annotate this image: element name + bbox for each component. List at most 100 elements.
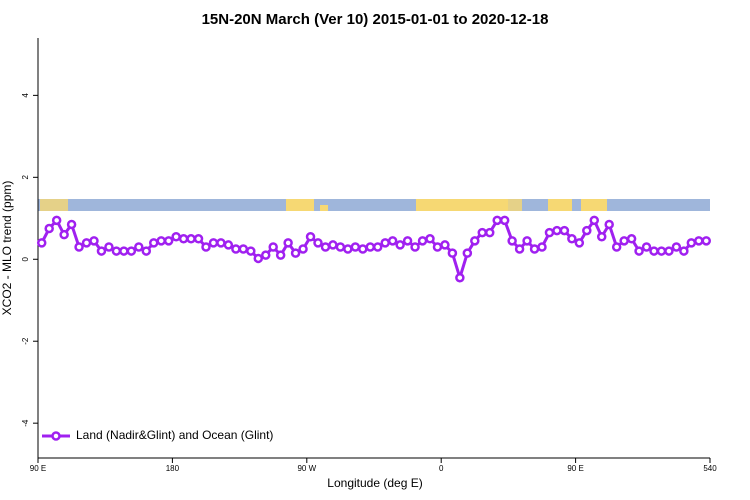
- point: [552, 225, 562, 236]
- point: [358, 244, 368, 254]
- point: [313, 238, 323, 248]
- point: [544, 227, 555, 238]
- point: [350, 242, 361, 252]
- point: [484, 227, 495, 238]
- point: [186, 234, 196, 244]
- point: [148, 238, 159, 248]
- x-tick-label: 0: [439, 464, 444, 473]
- point: [559, 225, 570, 236]
- point: [208, 238, 219, 248]
- point: [51, 215, 62, 226]
- point: [604, 219, 614, 230]
- point: [163, 236, 174, 246]
- y-tick-label: 0: [21, 256, 30, 261]
- point: [74, 242, 84, 252]
- point: [410, 242, 420, 252]
- point: [619, 236, 629, 246]
- point: [111, 246, 122, 256]
- point: [567, 234, 577, 244]
- point: [679, 246, 689, 256]
- point: [96, 246, 107, 256]
- point: [335, 242, 346, 252]
- y-axis-label: XCO2 - MLO trend (ppm): [0, 181, 14, 316]
- point: [44, 223, 54, 234]
- y-tick-label: 2: [21, 175, 30, 180]
- point: [126, 246, 137, 256]
- x-tick-label: 180: [166, 464, 180, 473]
- point: [649, 246, 659, 256]
- point: [522, 236, 532, 246]
- point: [455, 272, 465, 283]
- point: [372, 242, 383, 252]
- point: [529, 244, 540, 254]
- point: [447, 248, 458, 258]
- point: [686, 238, 697, 248]
- point: [231, 244, 241, 254]
- point: [432, 242, 443, 252]
- point: [59, 229, 69, 240]
- point: [664, 246, 674, 256]
- point: [611, 242, 622, 252]
- point: [641, 242, 652, 252]
- x-tick-label: 90 E: [30, 464, 46, 473]
- point: [694, 236, 704, 246]
- point: [238, 244, 249, 254]
- point: [537, 242, 547, 252]
- point: [36, 238, 47, 248]
- point: [275, 250, 286, 260]
- point: [507, 236, 517, 246]
- point: [104, 242, 114, 252]
- point: [470, 236, 480, 246]
- point: [141, 246, 152, 256]
- point: [298, 244, 308, 254]
- y-tick-label: -2: [21, 337, 30, 345]
- y-tick-label: -4: [21, 419, 30, 427]
- legend-label: Land (Nadir&Glint) and Ocean (Glint): [76, 428, 273, 442]
- point: [499, 215, 510, 226]
- point: [305, 231, 316, 242]
- legend-marker: [51, 431, 61, 441]
- point: [320, 242, 331, 252]
- point: [380, 238, 390, 248]
- point: [119, 246, 129, 256]
- point: [171, 231, 181, 242]
- point: [492, 215, 502, 226]
- point: [477, 227, 488, 238]
- point: [156, 236, 166, 246]
- point: [395, 240, 405, 250]
- point: [260, 250, 271, 260]
- point: [201, 242, 211, 252]
- x-axis-label: Longitude (deg E): [327, 476, 422, 490]
- point: [193, 234, 204, 244]
- point: [634, 246, 644, 256]
- y-tick-label: 4: [21, 93, 30, 98]
- point: [223, 240, 234, 250]
- point: [328, 240, 338, 250]
- point: [440, 240, 450, 250]
- point: [89, 236, 99, 246]
- chart-title: 15N-20N March (Ver 10) 2015-01-01 to 202…: [202, 11, 549, 28]
- point: [417, 236, 428, 246]
- point: [283, 238, 293, 248]
- point: [253, 253, 264, 264]
- point: [387, 236, 398, 246]
- point: [514, 244, 525, 254]
- point: [574, 238, 585, 248]
- point: [343, 244, 353, 254]
- point: [582, 225, 592, 236]
- point: [66, 219, 77, 230]
- point: [596, 231, 607, 242]
- x-tick-label: 90 W: [297, 464, 316, 473]
- point: [701, 236, 712, 246]
- point: [216, 238, 226, 248]
- x-tick-label: 540: [703, 464, 717, 473]
- point: [425, 234, 435, 244]
- point: [290, 248, 301, 258]
- point: [81, 238, 92, 248]
- point: [671, 242, 682, 252]
- point: [656, 246, 667, 256]
- land-ocean-strip: [38, 199, 710, 211]
- point: [365, 242, 376, 252]
- point: [268, 242, 278, 252]
